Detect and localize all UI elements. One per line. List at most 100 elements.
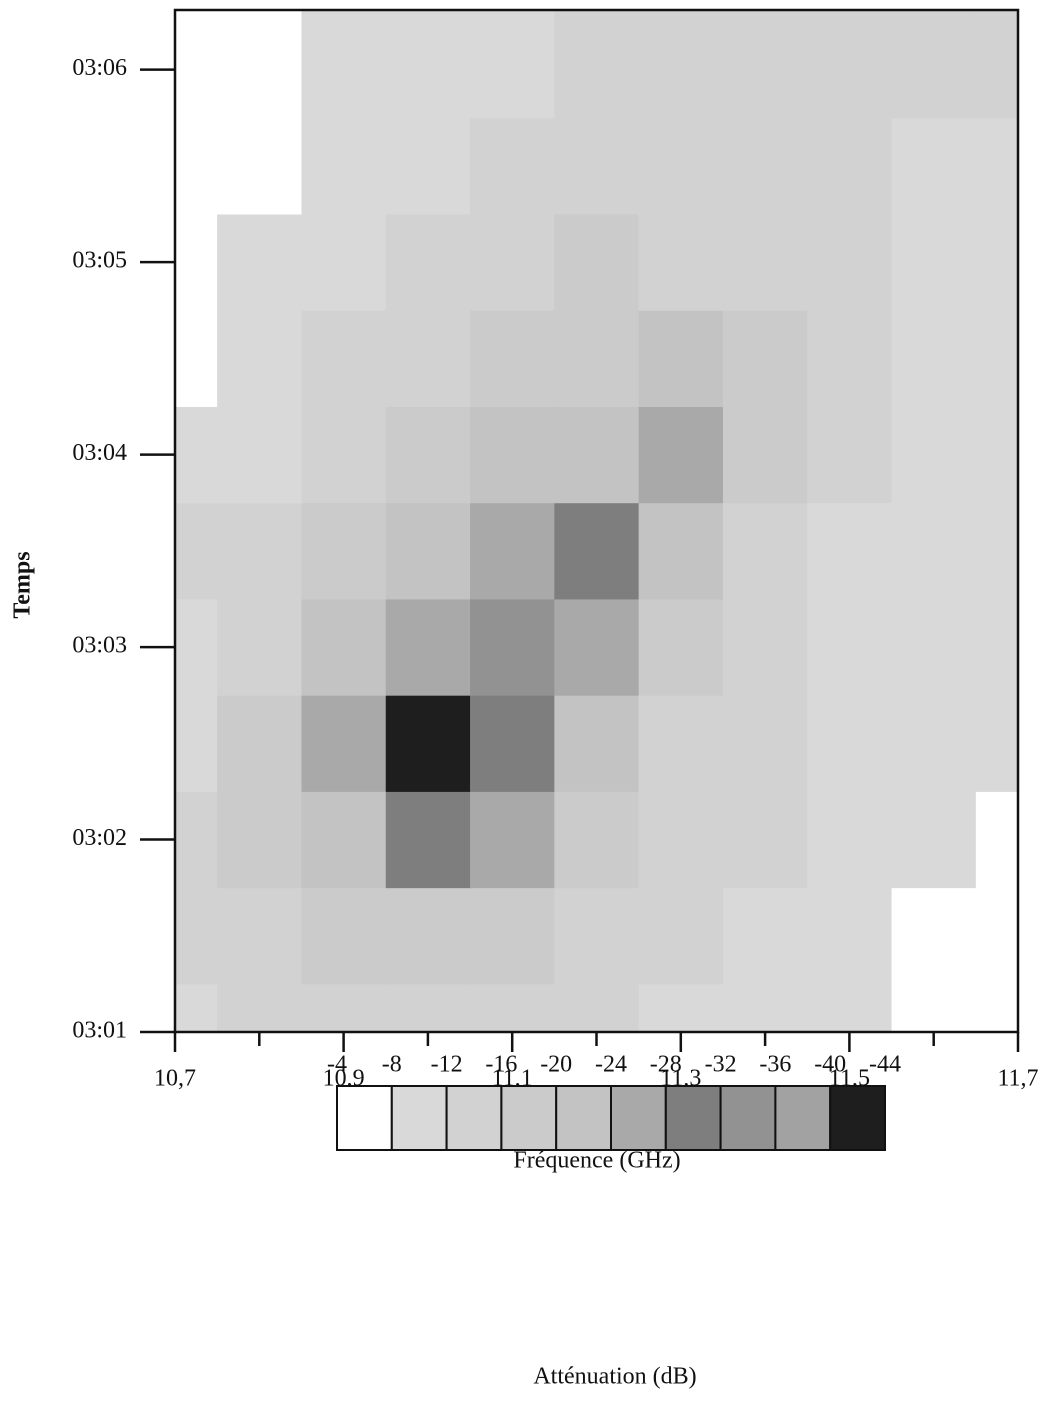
contour-cell (891, 214, 977, 311)
contour-cell (807, 598, 893, 696)
contour-cell (975, 887, 1019, 985)
contour-cell (217, 598, 302, 696)
contour-cell (554, 406, 640, 504)
contour-cell (301, 791, 387, 889)
contour-cell (975, 214, 1019, 311)
contour-cell (175, 791, 218, 889)
contour-cell (554, 117, 640, 215)
contour-cell (975, 695, 1019, 792)
legend-swatch (719, 1085, 777, 1151)
contour-cell (217, 983, 302, 1033)
contour-cell (891, 695, 977, 792)
contour-cell (722, 117, 808, 215)
contour-cell (470, 214, 555, 311)
contour-cell (175, 10, 218, 119)
contour-cell (217, 406, 302, 504)
contour-cell (301, 310, 387, 407)
contour-cell (301, 695, 387, 792)
contour-cell (554, 695, 640, 792)
contour-cell (217, 310, 302, 407)
contour-cell (554, 983, 640, 1033)
legend-level-label: -8 (382, 1052, 402, 1078)
contour-cell (975, 310, 1019, 407)
contour-cell (638, 117, 724, 215)
contour-cell (975, 983, 1019, 1033)
contour-cell (301, 502, 387, 600)
legend-swatch (500, 1085, 558, 1151)
contour-cell (175, 887, 218, 985)
contour-cell (891, 10, 977, 119)
contour-cell (470, 598, 555, 696)
y-tick-label: 03:04 (72, 440, 127, 466)
contour-cell (638, 406, 724, 504)
contour-cell (807, 502, 893, 600)
y-tick-label: 03:05 (72, 248, 127, 274)
contour-cell (301, 117, 387, 215)
legend-swatch (610, 1085, 667, 1151)
contour-cell (891, 791, 977, 889)
contour-cell (722, 310, 808, 407)
legend-swatch (664, 1085, 722, 1151)
contour-cell (722, 214, 808, 311)
contour-cell (554, 310, 640, 407)
contour-cell (891, 887, 977, 985)
contour-cell (975, 117, 1019, 215)
contour-cell (807, 406, 893, 504)
contour-cell (385, 983, 471, 1033)
y-tick-label: 03:06 (72, 55, 127, 81)
contour-cell (638, 791, 724, 889)
contour-cell (807, 791, 893, 889)
contour-cell (722, 695, 808, 792)
legend-level-label: -44 (869, 1052, 901, 1078)
contour-field (175, 10, 1019, 1033)
contour-cell (975, 502, 1019, 600)
contour-cell (217, 887, 302, 985)
contour-cell (217, 502, 302, 600)
contour-cell (217, 117, 302, 215)
legend-title: Atténuation (dB) (533, 1364, 696, 1390)
legend-level-label: -24 (595, 1052, 627, 1078)
contour-cell (807, 117, 893, 215)
contour-cell (554, 598, 640, 696)
legend-swatch (336, 1085, 393, 1151)
contour-cell (554, 791, 640, 889)
y-tick-label: 03:01 (72, 1018, 127, 1044)
contour-cell (385, 791, 471, 889)
contour-cell (470, 695, 555, 792)
contour-cell (175, 214, 218, 311)
contour-cell (891, 983, 977, 1033)
contour-cell (301, 983, 387, 1033)
legend-level-label: -40 (814, 1052, 846, 1078)
contour-cell (807, 10, 893, 119)
contour-cell (385, 117, 471, 215)
contour-cell (807, 310, 893, 407)
contour-cell (554, 502, 640, 600)
contour-cell (385, 310, 471, 407)
contour-cell (891, 117, 977, 215)
contour-cell (891, 598, 977, 696)
contour-cell (722, 406, 808, 504)
y-tick-label: 03:02 (72, 825, 127, 851)
contour-cell (385, 10, 471, 119)
legend-level-label: -16 (485, 1052, 517, 1078)
contour-cell (301, 214, 387, 311)
contour-cell (638, 10, 724, 119)
contour-cell (638, 310, 724, 407)
contour-cell (554, 10, 640, 119)
contour-cell (470, 791, 555, 889)
legend-level-label: -4 (327, 1052, 347, 1078)
contour-cell (301, 406, 387, 504)
contour-cell (807, 887, 893, 985)
legend-swatch (390, 1085, 448, 1151)
contour-cell (975, 791, 1019, 889)
legend-level-label: -28 (650, 1052, 682, 1078)
contour-cell (722, 10, 808, 119)
contour-cell (470, 10, 555, 119)
y-axis-label: Temps (10, 551, 36, 618)
contour-cell (385, 502, 471, 600)
legend-swatch (555, 1085, 613, 1151)
contour-cell (638, 983, 724, 1033)
contour-cell (638, 887, 724, 985)
